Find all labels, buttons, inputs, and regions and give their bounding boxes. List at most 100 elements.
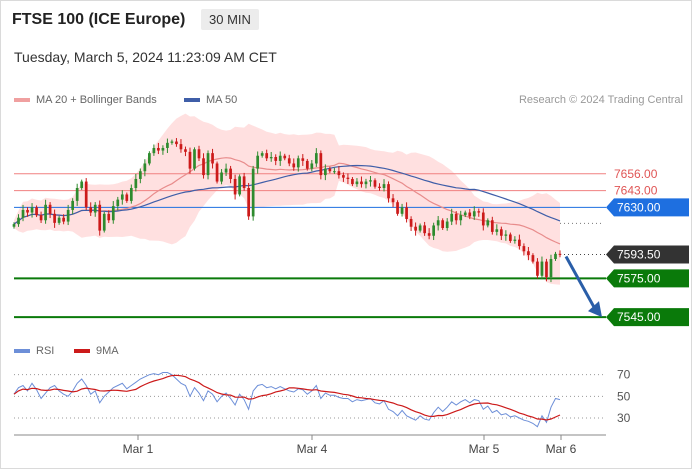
- candle-body: [206, 153, 210, 176]
- candle-body: [148, 153, 151, 164]
- x-tick-label: Mar 5: [469, 442, 500, 456]
- chart-datetime: Tuesday, March 5, 2024 11:23:09 AM CET: [14, 49, 277, 65]
- candle-body: [387, 184, 390, 199]
- candle-body: [409, 218, 413, 227]
- x-axis: Mar 1 Mar 4 Mar 5 Mar 6: [14, 434, 606, 456]
- candle-body: [454, 213, 458, 221]
- candle-body: [220, 172, 223, 182]
- moving-averages: [13, 157, 561, 245]
- candle-body: [238, 176, 241, 195]
- bollinger-band-area: [14, 113, 560, 285]
- candle-body: [80, 181, 84, 188]
- rsi-tick-30: 30: [617, 411, 631, 425]
- candle-body: [116, 199, 120, 207]
- candle-body: [157, 147, 160, 151]
- candle-body: [369, 180, 372, 182]
- candle-body: [152, 147, 156, 154]
- candle-body: [518, 239, 521, 247]
- candle-body: [89, 207, 93, 213]
- candle-body: [274, 157, 278, 161]
- candle-body: [328, 168, 332, 172]
- candle-body: [256, 155, 260, 169]
- candle-body: [193, 149, 196, 169]
- candle-body: [26, 209, 29, 213]
- candle-body: [522, 246, 526, 252]
- rsi-line: [13, 372, 561, 428]
- candle-body: [558, 253, 562, 255]
- candle-body: [301, 158, 305, 161]
- candle-body: [98, 204, 102, 231]
- candle-body: [107, 213, 111, 221]
- candle-body: [499, 229, 503, 236]
- candle-body: [513, 239, 517, 241]
- candle-body: [418, 225, 422, 231]
- candle-body: [71, 200, 75, 210]
- forecast-arrow-shaft: [564, 255, 596, 308]
- candle-body: [396, 202, 399, 214]
- bollinger-band: [14, 113, 560, 285]
- candle-body: [463, 212, 467, 216]
- candle-body: [527, 251, 530, 256]
- candle-body: [269, 157, 273, 159]
- candle-body: [251, 168, 255, 217]
- level-label-7643.00: 7643.00: [614, 184, 658, 198]
- candle-body: [554, 253, 557, 259]
- candle-body: [111, 206, 115, 221]
- candle-body: [536, 261, 539, 276]
- candle-body: [143, 163, 147, 172]
- timeframe-badge[interactable]: 30 MIN: [201, 9, 259, 30]
- candle-body: [405, 207, 408, 219]
- candle-body: [549, 259, 553, 278]
- candle-body: [540, 261, 544, 276]
- legend-ma20: MA 20 + Bollinger Bands: [14, 94, 157, 106]
- candle-body: [459, 215, 463, 221]
- candle-body: [134, 178, 138, 188]
- candle-body: [125, 194, 129, 201]
- level-tag-7575.00: [606, 269, 689, 288]
- candle-body: [12, 224, 16, 227]
- candle-body: [477, 211, 481, 213]
- candle-body: [382, 184, 386, 188]
- candle-body: [242, 176, 246, 188]
- candle-body: [314, 153, 318, 164]
- candle-body: [17, 217, 20, 225]
- candle-body: [324, 168, 327, 176]
- candle-body: [120, 194, 124, 200]
- rsi-tick-70: 70: [617, 368, 631, 382]
- candle-body: [509, 234, 512, 241]
- candle-body: [346, 177, 350, 179]
- candle-body: [39, 215, 43, 221]
- candle-body: [427, 233, 431, 236]
- candle-body: [161, 147, 165, 151]
- candle-body: [179, 144, 183, 150]
- research-credit: Research © 2024 Trading Central: [518, 94, 683, 106]
- candle-body: [66, 209, 70, 222]
- candle-body: [414, 226, 417, 231]
- candle-body: [305, 160, 309, 169]
- candle-body: [48, 204, 52, 214]
- candle-body: [188, 151, 192, 169]
- candle-body: [35, 207, 38, 216]
- candle-body: [44, 204, 47, 221]
- x-tick-label: Mar 6: [546, 442, 577, 456]
- candle-body: [373, 180, 377, 187]
- chart-title: FTSE 100 (ICE Europe): [12, 11, 186, 28]
- candle-body: [400, 207, 404, 214]
- candle-body: [233, 178, 237, 195]
- legend-ma50-label: MA 50: [206, 94, 238, 106]
- candle-body: [265, 153, 269, 159]
- candle-body: [445, 221, 449, 229]
- candle-body: [102, 213, 106, 231]
- candle-body: [215, 163, 219, 182]
- ma20-line: [13, 157, 561, 245]
- rsi-panel: 70 50 30: [13, 368, 631, 428]
- candle-body: [531, 255, 535, 262]
- candle-body: [337, 171, 341, 176]
- candle-body: [472, 211, 476, 217]
- forecast-arrow: [564, 255, 602, 318]
- candle-body: [84, 181, 88, 208]
- candle-body: [342, 175, 345, 178]
- level-label-7593.50: 7593.50: [617, 247, 661, 261]
- rsi-swatch: [14, 349, 30, 353]
